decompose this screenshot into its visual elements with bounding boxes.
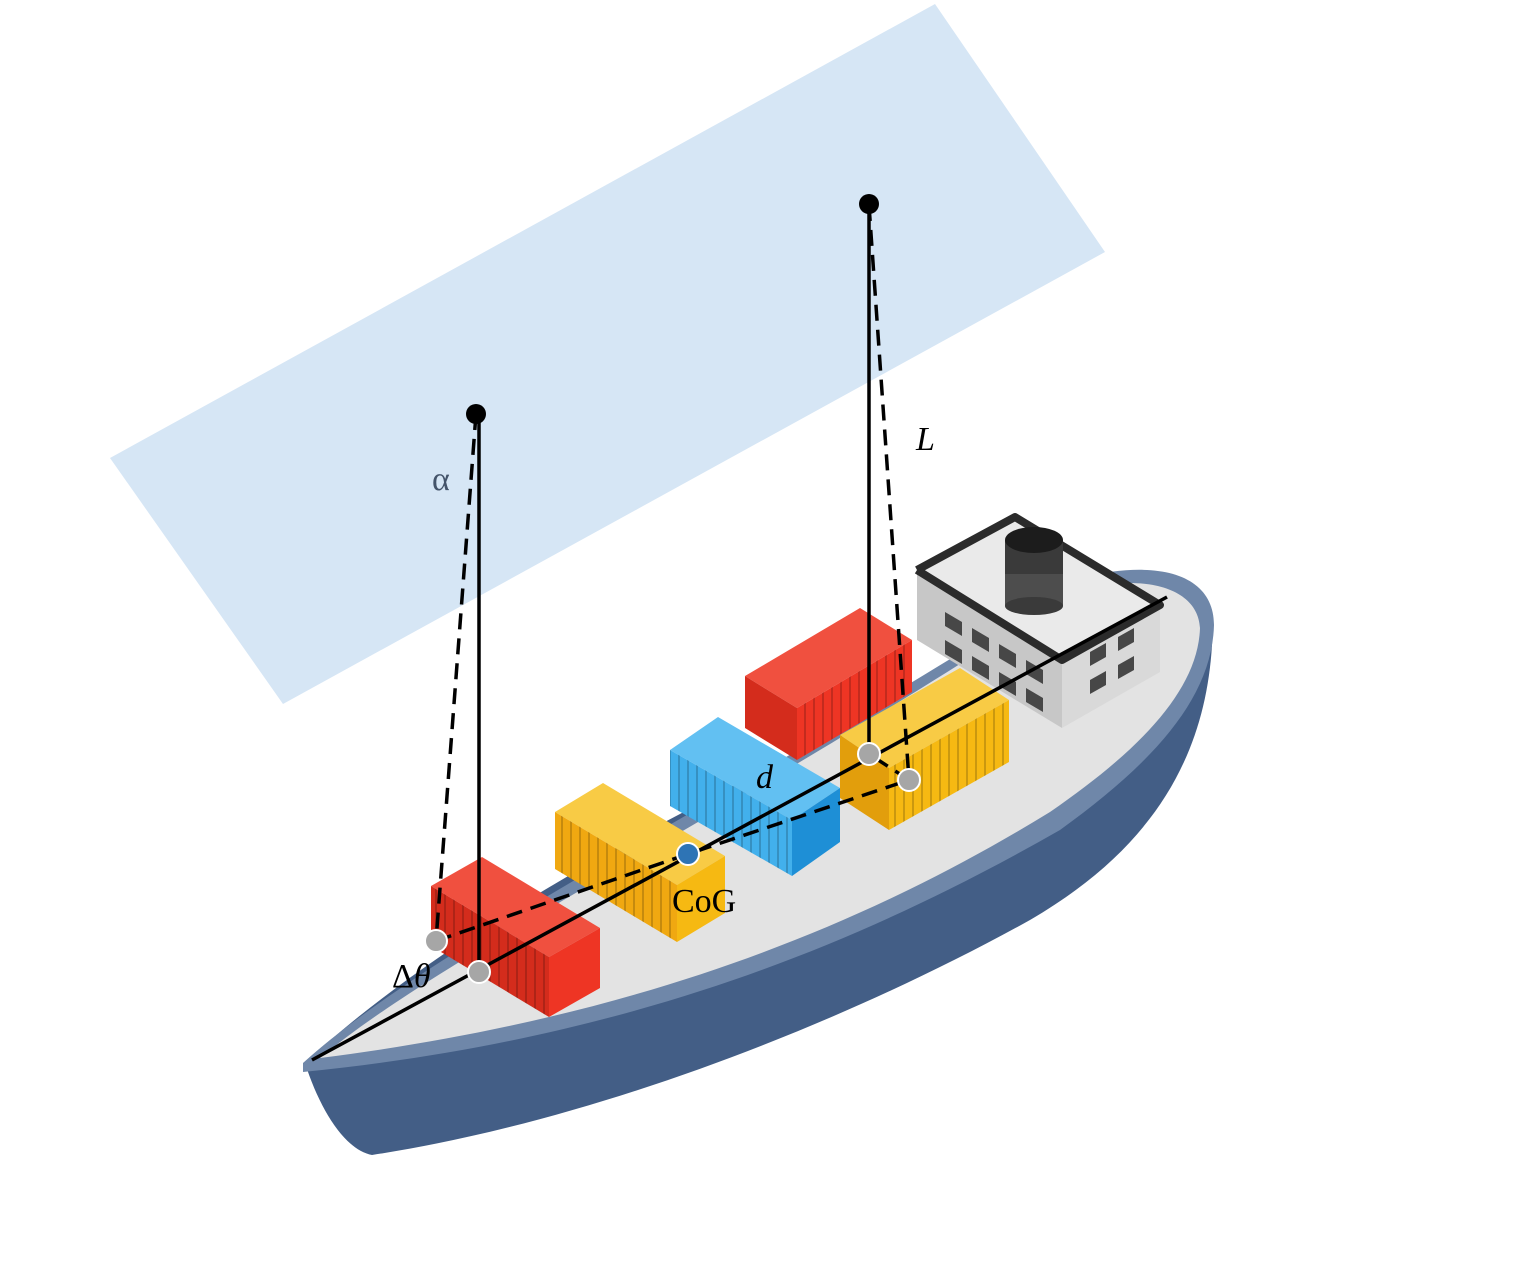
bridge-superstructure [914,513,1164,728]
ship-axis-line [311,595,1168,1062]
attach-point-left-vertical [467,960,491,984]
hook-point-left [466,404,486,424]
funnel [1005,527,1063,615]
reference-plane [110,4,1105,704]
length-label: L [915,421,935,458]
attach-point-right-vertical [857,742,881,766]
distance-label: d [756,759,774,796]
alpha-label: α [432,461,450,498]
delta-symbol: Δ [392,958,414,995]
labels: α L d CoG Δθ [392,421,935,995]
cog-label: CoG [672,883,736,920]
tilted-axis-dashed [435,752,913,943]
cog-point [676,842,700,866]
geometry-lines [311,204,1168,1062]
attach-point-left-tilted [424,929,448,953]
container-blue [670,717,840,876]
attach-point-right-tilted [897,768,921,792]
cable-tilted-left [434,413,478,942]
delta-theta-label: Δθ [392,958,431,995]
cable-tilted-right [867,204,911,781]
container-red-front [431,857,600,1017]
hook-point-right [859,194,879,214]
points [424,194,921,984]
container-yellow-rear [840,668,1009,830]
theta-symbol: θ [414,958,431,995]
